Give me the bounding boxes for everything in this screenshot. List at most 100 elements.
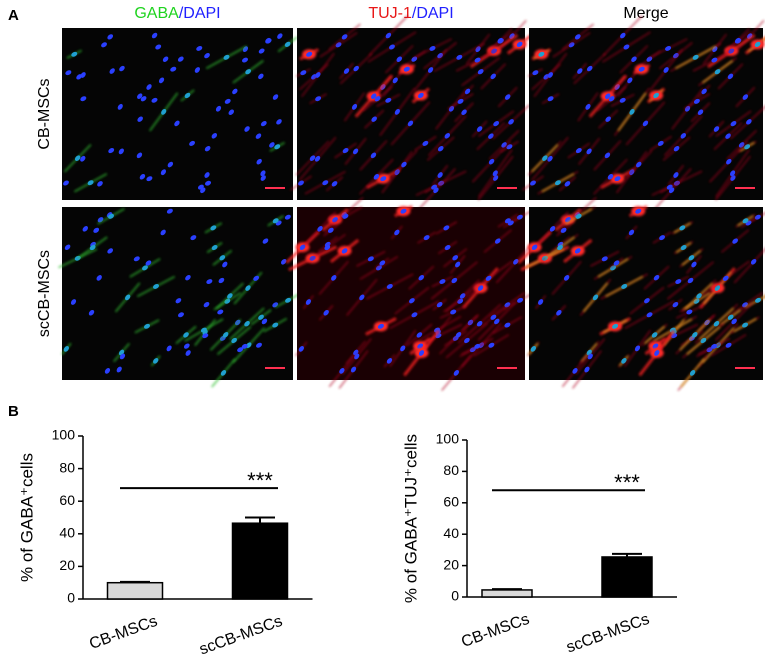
nucleus	[657, 140, 664, 146]
y-tick-label: 20	[59, 557, 75, 573]
nucleus	[400, 208, 407, 214]
nucleus	[244, 126, 250, 132]
nucleus	[439, 279, 446, 284]
column-header: GABA/DAPI	[134, 5, 220, 22]
nucleus	[725, 342, 732, 348]
nucleus	[108, 148, 115, 154]
nucleus	[253, 275, 260, 281]
nucleus	[557, 244, 563, 251]
nucleus	[575, 148, 582, 154]
nucleus	[137, 116, 143, 122]
nucleus	[386, 358, 393, 364]
nucleus	[700, 337, 707, 344]
nucleus	[109, 68, 115, 74]
nucleus	[315, 72, 321, 78]
nucleus	[385, 97, 392, 103]
nucleus	[711, 57, 718, 63]
nucleus	[265, 37, 271, 44]
micrograph	[62, 28, 298, 200]
nucleus	[477, 285, 484, 291]
nucleus	[211, 245, 218, 251]
nucleus	[620, 32, 626, 39]
nucleus	[210, 225, 217, 231]
nucleus	[260, 170, 266, 177]
column-header-part: Merge	[623, 5, 668, 22]
nucleus	[692, 54, 699, 60]
nucleus	[298, 180, 304, 186]
nucleus	[228, 109, 235, 116]
nucleus	[422, 140, 429, 146]
y-tick-label: 80	[59, 459, 75, 475]
nucleus	[97, 181, 103, 187]
nucleus	[160, 169, 167, 176]
nucleus	[572, 368, 578, 374]
nucleus	[211, 133, 218, 139]
nucleus	[488, 158, 495, 165]
nucleus	[151, 32, 158, 39]
nucleus	[409, 298, 415, 304]
nucleus	[613, 260, 620, 266]
nucleus	[331, 181, 338, 187]
nucleus	[418, 92, 424, 99]
nucleus	[744, 144, 751, 150]
nucleus	[385, 32, 392, 39]
nucleus	[285, 297, 292, 303]
nucleus	[218, 277, 225, 284]
nucleus	[117, 103, 123, 110]
nucleus	[547, 155, 553, 162]
nucleus	[367, 256, 374, 262]
nucleus	[755, 297, 762, 303]
nucleus	[644, 298, 650, 304]
nucleus	[88, 309, 95, 316]
nucleus	[427, 67, 434, 73]
nucleus	[351, 103, 358, 110]
nucleus	[517, 297, 524, 303]
x-tick-label: CB-MSCs	[87, 613, 160, 653]
nucleus	[220, 370, 227, 376]
nucleus	[621, 284, 628, 289]
nucleus	[392, 77, 398, 84]
nucleus	[96, 275, 102, 281]
nucleus	[564, 181, 571, 187]
nucleus	[222, 332, 229, 338]
nucleus	[437, 146, 444, 152]
nucleus	[653, 92, 659, 99]
micrograph-background	[529, 207, 763, 380]
nucleus	[516, 41, 523, 47]
nucleus	[433, 187, 439, 194]
nucleus	[604, 152, 611, 159]
nucleus	[258, 48, 265, 54]
x-tick-label: scCB-MSCs	[564, 611, 652, 657]
column-header-part: DAPI	[183, 5, 220, 22]
nucleus	[713, 321, 720, 327]
nucleus	[71, 51, 78, 57]
nucleus	[142, 265, 148, 271]
nucleus	[532, 70, 539, 76]
nucleus	[317, 226, 323, 232]
nucleus	[605, 116, 611, 122]
row-label: CB-MSCs	[36, 78, 53, 149]
nucleus	[693, 98, 700, 104]
nucleus	[314, 155, 321, 162]
nucleus	[547, 72, 553, 78]
y-tick-label: 100	[52, 427, 76, 443]
nucleus	[107, 248, 114, 254]
nucleus	[474, 57, 481, 63]
nucleus	[714, 285, 721, 291]
nucleus	[614, 176, 621, 182]
micrograph-background	[62, 28, 293, 200]
nucleus	[574, 248, 581, 254]
nucleus	[175, 298, 182, 304]
y-tick-label: 60	[443, 494, 459, 510]
nucleus	[146, 84, 152, 90]
nucleus	[82, 226, 88, 232]
nucleus	[742, 218, 749, 224]
nucleus	[202, 333, 209, 339]
nucleus	[151, 97, 158, 103]
nucleus	[663, 67, 669, 73]
nucleus	[504, 94, 511, 100]
nucleus	[754, 41, 761, 47]
micrograph	[290, 15, 533, 213]
nucleus	[305, 299, 312, 305]
nucleus	[474, 343, 481, 349]
